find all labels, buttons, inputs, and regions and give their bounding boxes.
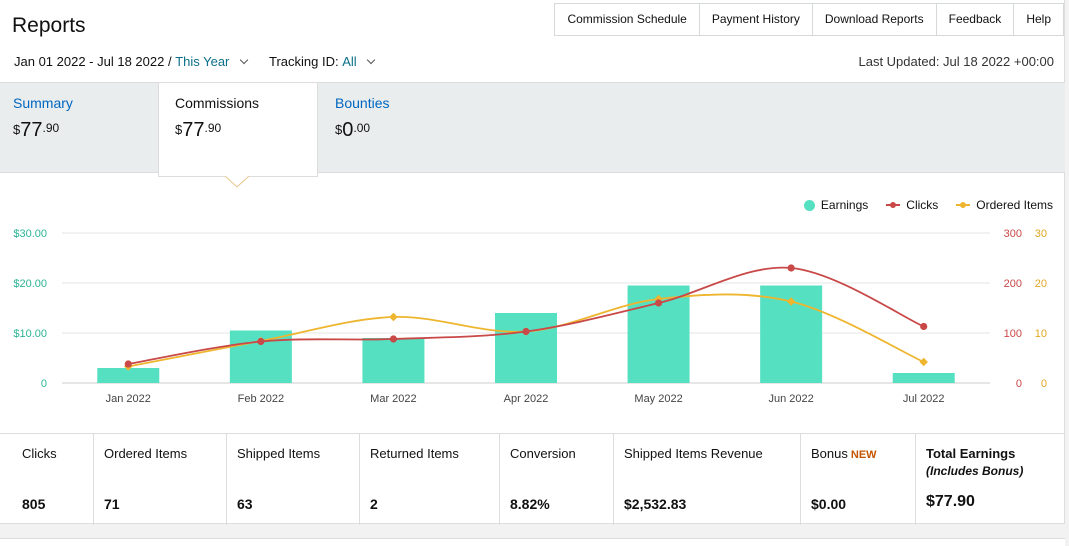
active-tab-pointer	[225, 176, 249, 188]
download-reports-button[interactable]: Download Reports	[813, 4, 937, 35]
chevron-down-icon	[367, 55, 376, 65]
x-tick-label: Jan 2022	[106, 393, 151, 405]
y-right-clicks-tick-label: 300	[1004, 228, 1022, 240]
tab-commissions-amount: $77.90	[175, 119, 222, 141]
period-value: This Year	[175, 54, 230, 69]
clicks-point	[920, 322, 928, 331]
payment-history-button[interactable]: Payment History	[700, 4, 813, 35]
y-left-tick-label: $20.00	[13, 278, 47, 290]
y-right-clicks-tick-label: 200	[1004, 278, 1022, 290]
ordered-items-point	[786, 297, 796, 306]
stat-conversion: Conversion 8.82%	[500, 434, 614, 525]
period-dropdown[interactable]: This Year	[175, 54, 249, 69]
ordered-items-point	[389, 312, 398, 322]
tab-summary-label: Summary	[13, 95, 73, 111]
filter-bar: Jan 01 2022 - Jul 18 2022 / This Year Tr…	[14, 54, 376, 69]
earnings-bar	[97, 368, 160, 383]
tab-summary[interactable]: Summary $77.90	[13, 83, 153, 174]
clicks-point	[654, 299, 663, 307]
earnings-bar	[892, 373, 955, 383]
x-tick-label: Apr 2022	[504, 393, 549, 405]
x-tick-label: Jul 2022	[903, 393, 945, 405]
chart-legend: Earnings Clicks Ordered Items	[786, 198, 1053, 212]
page-title: Reports	[12, 14, 86, 37]
y-right-clicks-tick-label: 100	[1004, 328, 1022, 340]
y-left-tick-label: 0	[41, 378, 47, 390]
tab-bounties[interactable]: Bounties $0.00	[335, 83, 475, 174]
reports-card: Reports Commission Schedule Payment Hist…	[0, 0, 1065, 525]
top-nav: Commission Schedule Payment History Down…	[554, 3, 1064, 36]
stat-returned-items: Returned Items 2	[360, 434, 500, 525]
legend-earnings[interactable]: Earnings	[803, 198, 868, 212]
y-left-tick-label: $10.00	[13, 328, 47, 340]
y-right-ordered-tick-label: 30	[1035, 228, 1047, 240]
tab-commissions-label: Commissions	[175, 95, 260, 111]
feedback-button[interactable]: Feedback	[937, 4, 1015, 35]
y-right-ordered-tick-label: 20	[1035, 278, 1047, 290]
x-tick-label: Mar 2022	[370, 393, 416, 405]
tracking-id-value: All	[342, 54, 357, 69]
y-left-tick-label: $30.00	[13, 228, 47, 240]
chart-plot: $30.00 300 30$20.00 200 20$10.00 100 100 0 0Jan …	[13, 228, 1047, 405]
x-tick-label: May 2022	[634, 393, 682, 405]
stat-bonus: Bonus NEW $0.00	[801, 434, 916, 525]
tab-summary-amount: $77.90	[13, 119, 60, 141]
stats-row: Clicks 805 Ordered Items 71 Shipped Item…	[0, 433, 1065, 525]
commission-schedule-button[interactable]: Commission Schedule	[555, 4, 700, 35]
new-badge: NEW	[850, 449, 877, 461]
clicks-point	[124, 360, 132, 368]
tracking-id-dropdown[interactable]: All	[342, 54, 376, 69]
stat-shipped-revenue: Shipped Items Revenue $2,532.83	[614, 434, 801, 525]
clicks-point	[389, 335, 398, 343]
stat-total-earnings: Total Earnings (Includes Bonus) $77.90	[926, 446, 1024, 510]
stat-ordered-items: Ordered Items 71	[94, 434, 227, 525]
y-right-ordered-tick-label: 0	[1041, 378, 1047, 390]
legend-clicks-swatch	[886, 202, 901, 208]
date-range-text: Jan 01 2022 - Jul 18 2022 /	[14, 54, 172, 69]
ordered-items-point	[919, 357, 928, 367]
tracking-id-label: Tracking ID:	[269, 54, 339, 69]
earnings-chart: Earnings Clicks Ordered Items $30.00 300 3…	[0, 188, 1065, 428]
stat-clicks: Clicks 805	[0, 434, 94, 525]
earnings-bar	[495, 313, 557, 383]
clicks-point	[787, 264, 795, 272]
tab-bounties-label: Bounties	[335, 95, 390, 111]
y-right-ordered-tick-label: 10	[1035, 328, 1047, 340]
legend-ordered-items[interactable]: Ordered Items	[956, 198, 1053, 212]
legend-clicks[interactable]: Clicks	[886, 198, 938, 212]
earnings-bar	[362, 338, 425, 383]
x-tick-label: Jun 2022	[769, 393, 814, 405]
legend-earnings-swatch	[803, 199, 815, 211]
help-button[interactable]: Help	[1014, 4, 1064, 35]
x-tick-label: Feb 2022	[238, 393, 284, 405]
y-right-clicks-tick-label: 0	[1016, 378, 1022, 390]
next-section-edge	[0, 538, 1065, 546]
report-tabs: Summary $77.90 Commissions $77.90 Bounti…	[0, 82, 1065, 177]
last-updated: Last Updated: Jul 18 2022 +00:00	[858, 54, 1054, 69]
legend-ordered-swatch	[956, 202, 971, 208]
tab-commissions[interactable]: Commissions $77.90	[158, 83, 318, 177]
clicks-point	[257, 337, 265, 346]
clicks-point	[522, 327, 530, 336]
chevron-down-icon	[239, 55, 249, 65]
stat-shipped-items: Shipped Items 63	[227, 434, 360, 525]
tab-bounties-amount: $0.00	[335, 119, 371, 141]
